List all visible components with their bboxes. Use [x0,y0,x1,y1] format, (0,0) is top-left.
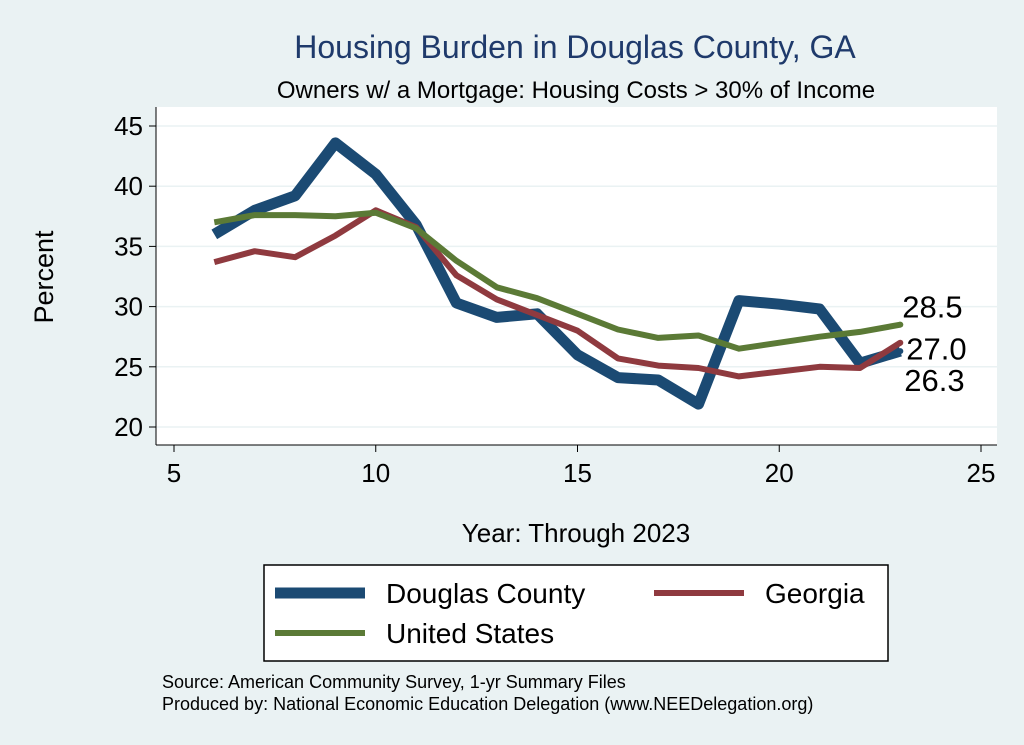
end-labels: 26.327.0 28.5 [902,290,966,398]
end-value-label-united-states: 28.5 [902,290,962,325]
y-tick-label: 45 [114,111,143,141]
legend-label-georgia: Georgia [765,578,865,609]
y-axis-ticks: 20 25 30 35 40 45 [114,111,156,442]
legend-label-douglas-county: Douglas County [386,578,585,609]
plot-area [156,107,997,445]
end-value-label-georgia: 27.0 [906,332,966,367]
chart-title: Housing Burden in Douglas County, GA [294,29,856,65]
series-line-douglas-county [211,137,902,410]
series-line-united-states [213,209,901,352]
chart-subtitle: Owners w/ a Mortgage: Housing Costs > 30… [277,77,875,104]
y-tick-label: 40 [114,171,143,201]
x-axis-label: Year: Through 2023 [462,518,690,548]
producer-note: Produced by: National Economic Education… [162,694,813,714]
y-tick-label: 35 [114,231,143,261]
series-line-georgia [213,207,902,380]
series-end-point-united-states [897,321,904,328]
legend-label-united-states: United States [386,618,554,649]
source-note: Source: American Community Survey, 1-yr … [162,672,626,692]
x-tick-label: 25 [967,458,996,488]
y-tick-label: 20 [114,412,143,442]
axes [155,107,997,446]
x-tick-label: 5 [167,458,181,488]
series-end-point-douglas-county [897,348,904,355]
x-tick-label: 20 [765,458,794,488]
y-axis-label: Percent [29,230,59,324]
legend-box [263,564,889,662]
y-tick-label: 25 [114,352,143,382]
x-tick-label: 15 [563,458,592,488]
grid [156,125,997,428]
x-axis-ticks: 5 10 15 20 25 [167,445,996,488]
series-lines [211,137,904,410]
y-tick-label: 30 [114,292,143,322]
legend: Douglas County Georgia United States [263,564,889,662]
series-end-point-georgia [897,339,904,346]
end-value-label-douglas-county: 26.3 [904,363,964,398]
x-tick-label: 10 [361,458,390,488]
